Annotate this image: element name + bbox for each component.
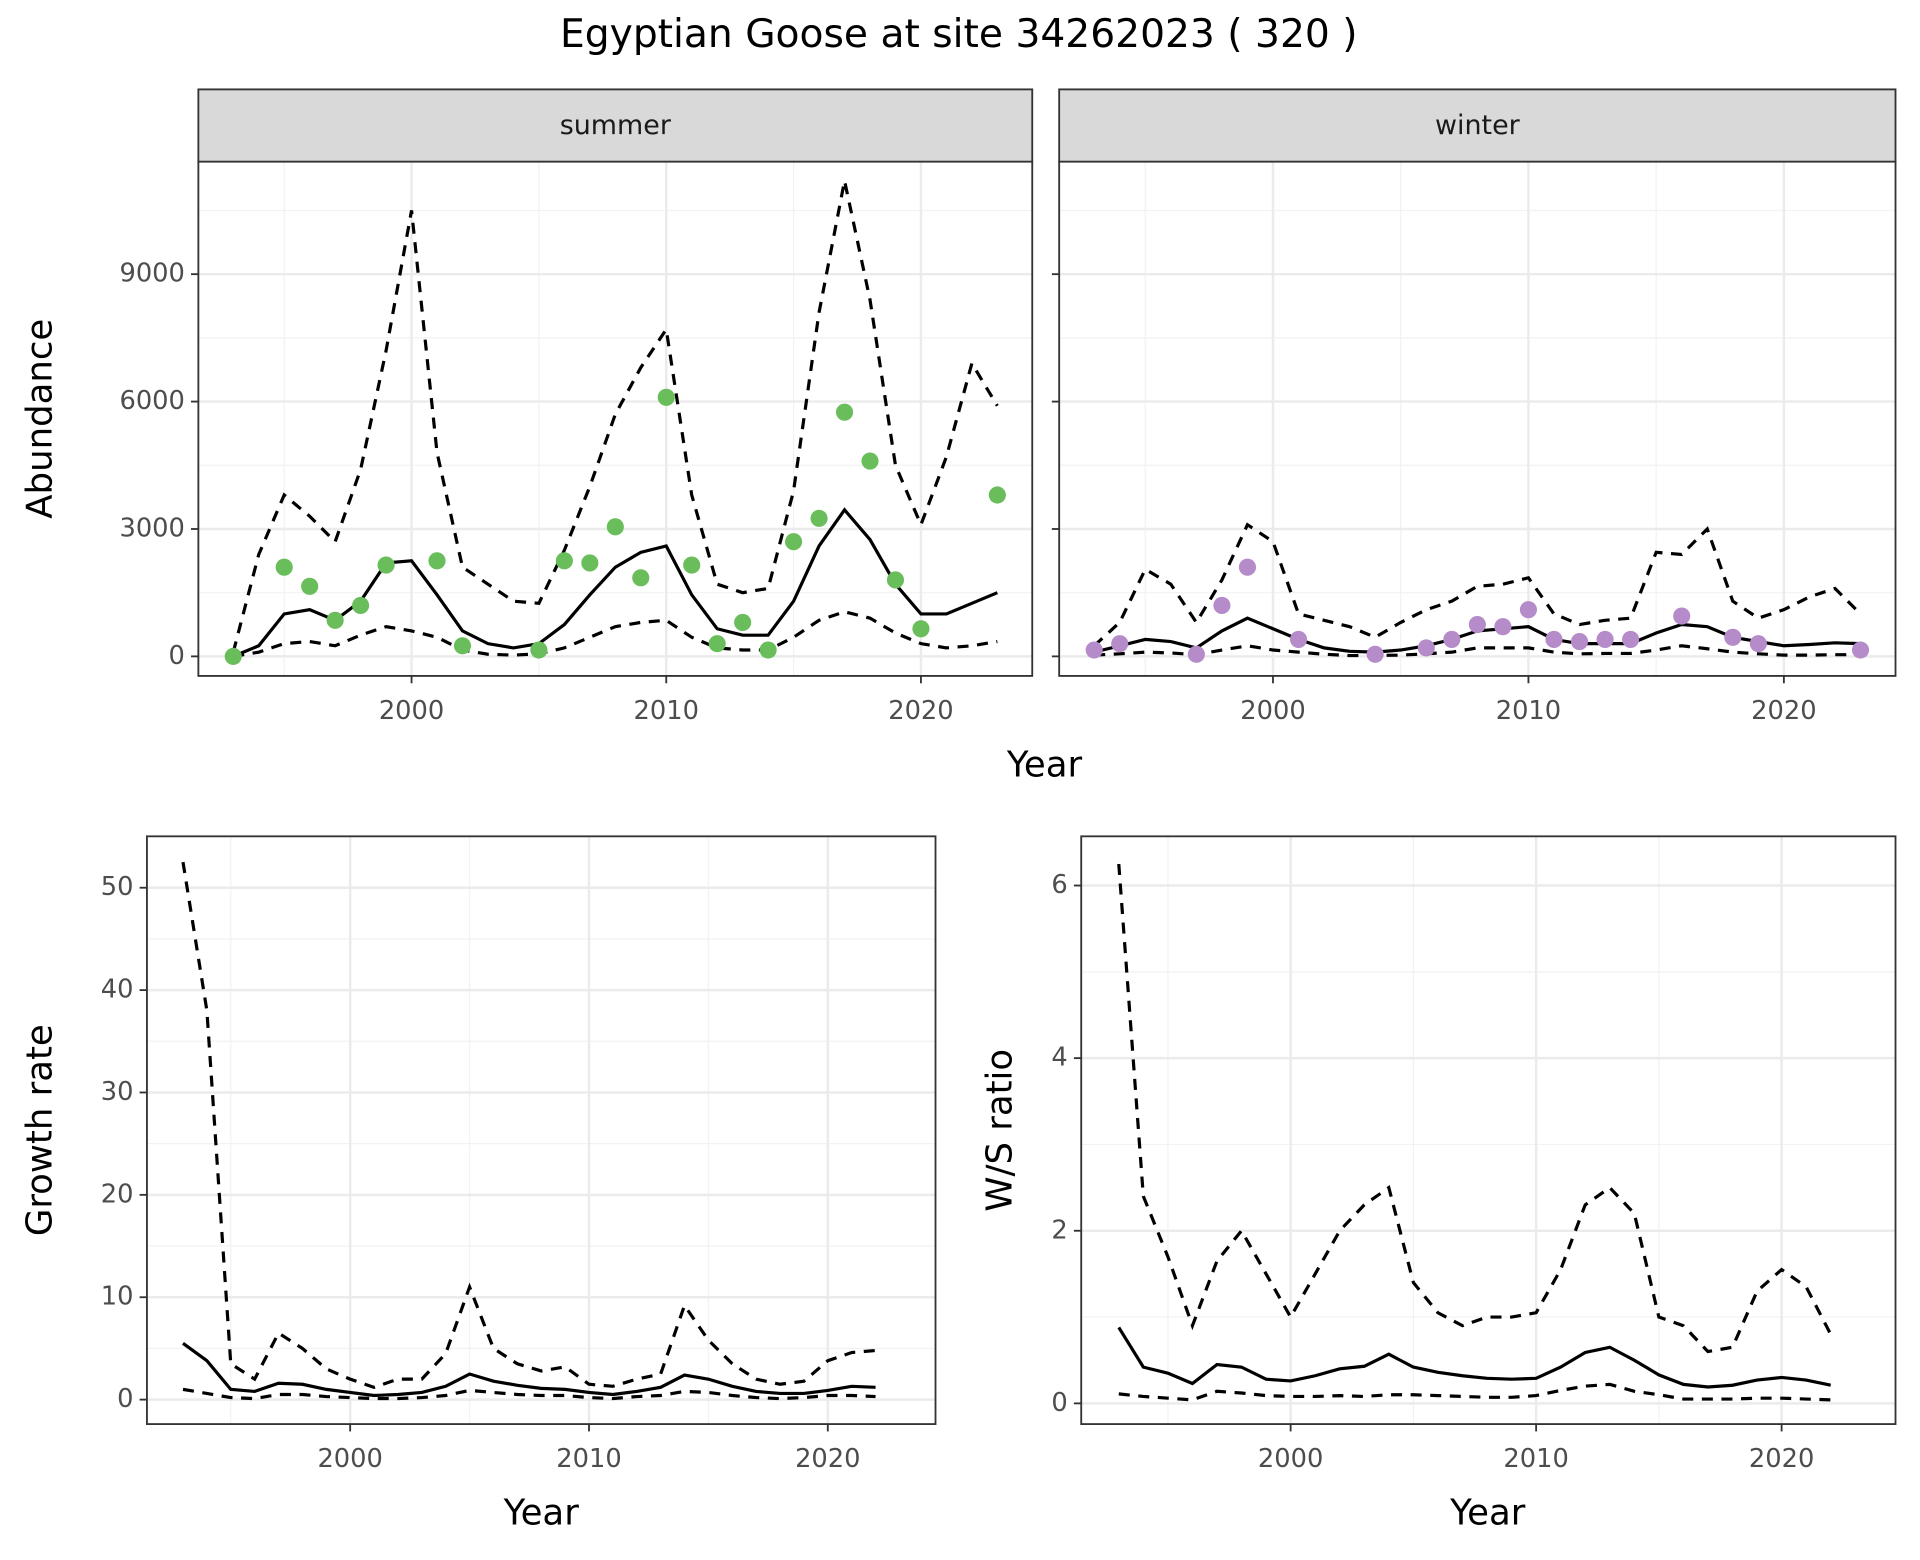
panel-background — [1081, 836, 1896, 1425]
data-point — [1724, 628, 1742, 646]
data-point — [352, 596, 370, 614]
data-point — [988, 486, 1006, 504]
y-tick-label: 4 — [1051, 1043, 1067, 1073]
data-point — [912, 620, 930, 638]
x-tick-label: 2010 — [1503, 1444, 1568, 1474]
data-point — [301, 577, 319, 595]
data-point — [428, 552, 446, 570]
y-tick-label: 6000 — [119, 386, 184, 416]
strip-label: winter — [1435, 110, 1521, 141]
data-point — [657, 388, 675, 406]
data-point — [606, 518, 624, 536]
data-point — [581, 554, 599, 572]
y-tick-label: 0 — [169, 641, 185, 671]
x-tick-label: 2000 — [1240, 696, 1305, 726]
y-tick-label: 0 — [1051, 1388, 1067, 1418]
x-axis-title: Year — [1006, 745, 1083, 786]
panel-background — [1059, 161, 1896, 676]
x-tick-label: 2000 — [317, 1444, 382, 1474]
interval-line — [1117, 863, 1833, 1354]
x-tick-label: 2010 — [556, 1444, 621, 1474]
x-tick-label: 2020 — [888, 696, 953, 726]
data-point — [1596, 630, 1614, 648]
data-point — [759, 641, 777, 659]
x-axis-title: Year — [1449, 1493, 1526, 1534]
x-tick-label: 2000 — [379, 696, 444, 726]
y-axis-title: Abundance — [20, 319, 61, 519]
data-point — [835, 403, 854, 421]
data-point — [530, 641, 548, 659]
y-axis-title: W/S ratio — [980, 1049, 1021, 1212]
data-point — [1468, 615, 1486, 634]
data-point — [1289, 630, 1308, 648]
data-point — [1622, 630, 1640, 648]
data-point — [861, 452, 879, 470]
data-point — [1111, 635, 1129, 653]
data-point — [1443, 630, 1461, 648]
data-point — [555, 552, 573, 570]
data-point — [1673, 607, 1691, 625]
y-tick-label: 3000 — [119, 513, 184, 543]
x-axis-title: Year — [503, 1493, 580, 1534]
y-tick-label: 9000 — [119, 259, 184, 289]
y-axis-title: Growth rate — [20, 1024, 61, 1236]
panel-border — [146, 835, 937, 1425]
y-tick-label: 50 — [101, 872, 134, 902]
data-point — [785, 533, 803, 551]
figure-title: Egyptian Goose at site 34262023 ( 320 ) — [560, 12, 1358, 57]
x-tick-label: 2010 — [634, 696, 699, 726]
data-point — [1545, 630, 1563, 648]
data-point — [1366, 645, 1384, 663]
interval-line — [181, 861, 876, 1390]
strip-label: summer — [560, 110, 672, 141]
interval-line — [1093, 522, 1862, 647]
interval-line — [1094, 644, 1861, 658]
interval-line — [231, 180, 999, 653]
data-point — [1494, 618, 1512, 636]
y-tick-label: 40 — [101, 975, 134, 1005]
data-point — [275, 558, 293, 576]
panel-border — [1080, 835, 1897, 1425]
data-point — [1851, 641, 1870, 659]
strip — [197, 88, 1034, 163]
y-tick-label: 20 — [101, 1179, 134, 1209]
interval-line — [233, 610, 998, 658]
data-point — [224, 647, 242, 665]
x-tick-label: 2020 — [795, 1444, 860, 1474]
data-point — [1417, 639, 1435, 657]
data-point — [1187, 645, 1205, 663]
data-point — [1749, 635, 1767, 653]
trend-line — [182, 1342, 876, 1398]
data-point — [377, 556, 395, 574]
data-point — [632, 569, 650, 587]
trend-line — [1117, 1326, 1832, 1389]
data-point — [1238, 558, 1257, 576]
data-point — [453, 637, 472, 655]
data-point — [886, 571, 905, 589]
data-point — [810, 509, 828, 527]
y-tick-label: 2 — [1051, 1215, 1067, 1245]
panel-background — [146, 836, 936, 1425]
y-tick-label: 30 — [101, 1077, 134, 1107]
data-point — [734, 613, 752, 631]
data-point — [683, 556, 701, 574]
data-point — [1213, 596, 1231, 614]
y-tick-label: 0 — [117, 1384, 133, 1414]
x-tick-label: 2020 — [1749, 1444, 1814, 1474]
data-point — [1085, 641, 1103, 659]
x-tick-label: 2020 — [1751, 696, 1816, 726]
data-point — [326, 611, 344, 629]
data-point — [708, 635, 726, 653]
interval-line — [1118, 1382, 1831, 1402]
x-tick-label: 2010 — [1496, 696, 1561, 726]
y-tick-label: 10 — [101, 1282, 134, 1312]
data-point — [1570, 632, 1589, 651]
y-tick-label: 6 — [1051, 870, 1067, 900]
data-point — [1519, 601, 1538, 619]
x-tick-label: 2000 — [1258, 1444, 1323, 1474]
strip — [1058, 88, 1897, 163]
